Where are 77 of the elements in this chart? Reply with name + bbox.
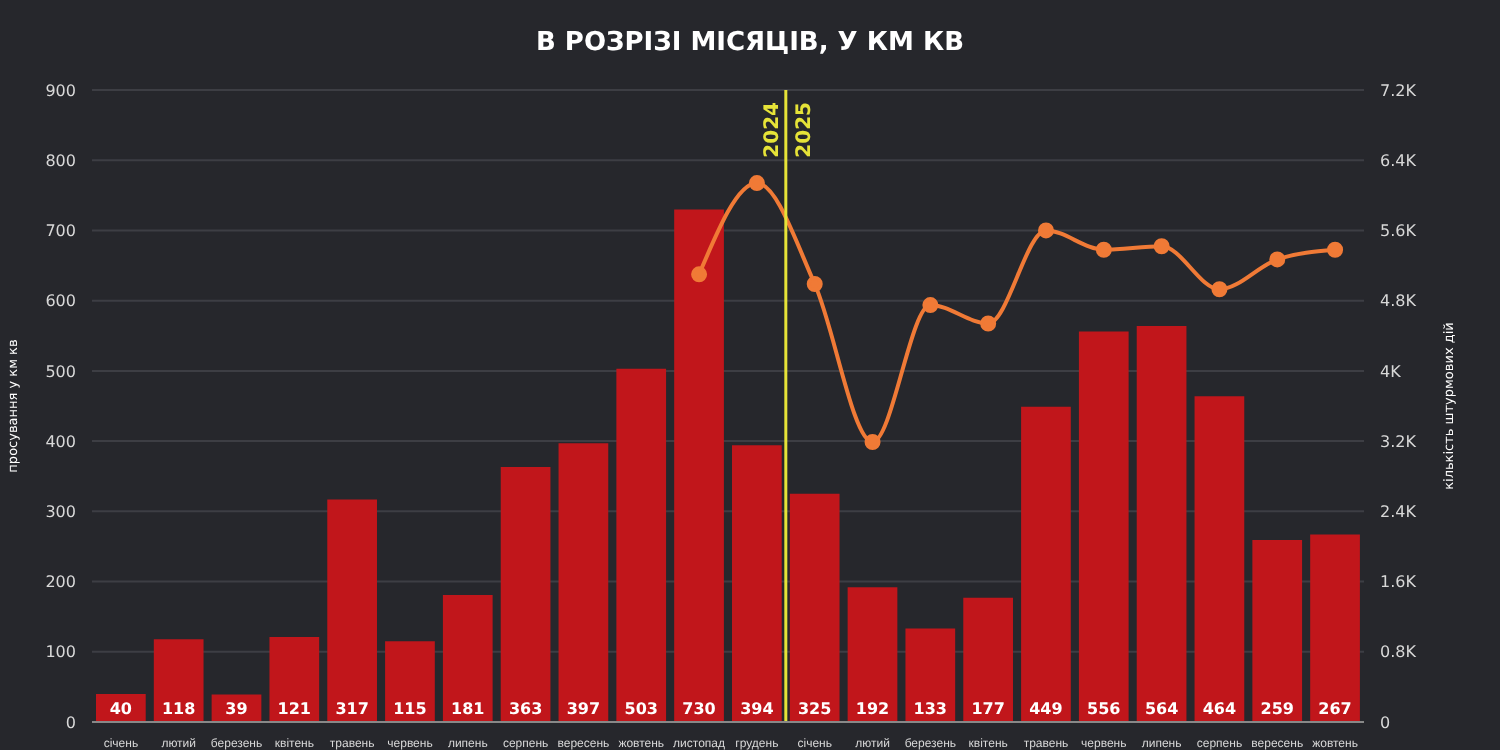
y2-tick-label: 3.2K — [1380, 432, 1418, 451]
bar — [1252, 540, 1303, 722]
y2-tick-label: 7.2K — [1380, 81, 1418, 100]
bar — [153, 639, 204, 722]
y-tick-label: 400 — [45, 432, 76, 451]
y2-tick-label: 0 — [1380, 713, 1391, 732]
data-label: 192 — [855, 700, 890, 718]
data-label: 267 — [1318, 700, 1352, 718]
y2-tick-label: 0.8K — [1380, 643, 1418, 662]
point — [864, 433, 881, 450]
annotation: 2025 — [793, 101, 816, 158]
data-label: 730 — [682, 700, 717, 718]
bar — [385, 641, 435, 722]
y-tick-label: 600 — [45, 292, 76, 311]
y-tick-label: 300 — [45, 503, 76, 522]
y2-tick-label: 1.6K — [1380, 573, 1418, 592]
data-label: 121 — [277, 700, 312, 718]
data-label: 464 — [1202, 700, 1237, 718]
bar — [1136, 325, 1187, 722]
data-label: 39 — [225, 700, 249, 718]
bar — [732, 445, 782, 722]
bar — [1310, 534, 1360, 722]
data-label: 40 — [109, 700, 133, 718]
bar — [500, 467, 551, 722]
data-label: 133 — [913, 700, 948, 718]
data-label: 177 — [971, 700, 1005, 718]
bar — [1021, 406, 1071, 722]
y2-tick-label: 4.8K — [1380, 292, 1418, 311]
bar — [963, 597, 1013, 722]
point — [1038, 222, 1054, 239]
point — [1269, 251, 1286, 268]
y-tick-label: 700 — [45, 222, 76, 241]
data-label: 503 — [624, 700, 658, 718]
data-label: 325 — [797, 700, 833, 718]
y-tick-label: 800 — [45, 151, 76, 170]
data-label: 363 — [508, 700, 543, 718]
point — [1211, 281, 1228, 298]
y-tick-label: 900 — [45, 81, 76, 100]
point — [806, 275, 823, 292]
data-label: 397 — [566, 700, 601, 718]
point — [691, 266, 708, 283]
data-label: 564 — [1144, 700, 1180, 718]
point — [922, 297, 939, 314]
bar — [789, 493, 840, 722]
point — [1327, 241, 1344, 258]
data-label: 115 — [393, 700, 428, 718]
point — [748, 175, 765, 192]
bar — [327, 499, 377, 722]
bar — [616, 368, 667, 722]
y2-tick-label: 6.4K — [1380, 151, 1418, 170]
data-label: 449 — [1029, 700, 1064, 718]
point — [980, 315, 997, 332]
y-tick-label: 200 — [45, 573, 76, 592]
bar — [905, 628, 956, 722]
data-label: 181 — [451, 700, 486, 718]
data-label: 317 — [335, 700, 369, 718]
data-label: 118 — [161, 700, 197, 718]
annotation: 2024 — [761, 101, 784, 158]
bar — [442, 594, 493, 722]
y2-tick-label: 2.4K — [1380, 503, 1418, 522]
data-label: 259 — [1260, 700, 1295, 718]
y2-tick-label: 5.6K — [1380, 222, 1418, 241]
y-tick-label: 500 — [45, 362, 76, 381]
bar — [1078, 331, 1129, 722]
bar — [558, 443, 609, 722]
bar — [674, 209, 724, 722]
point — [1095, 241, 1112, 258]
y-tick-label: 0 — [65, 713, 76, 732]
chart-subtitle: В РОЗРІЗІ МІСЯЦІВ, У КМ КВ — [534, 28, 966, 58]
y-tick-label: 100 — [45, 643, 76, 662]
bar — [1194, 396, 1245, 722]
point — [1153, 238, 1170, 255]
y2-tick-label: 4K — [1380, 362, 1403, 381]
bar — [847, 587, 898, 722]
bar — [269, 637, 320, 722]
data-label: 394 — [740, 700, 775, 718]
data-label: 556 — [1087, 700, 1122, 718]
